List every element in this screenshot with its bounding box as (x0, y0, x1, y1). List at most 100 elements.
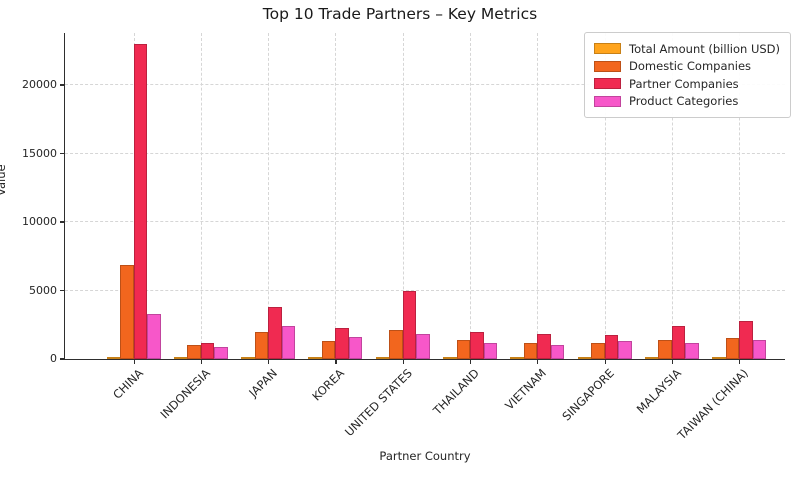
plot-area: 0 5000 10000 15000 20000 CHINA INDONESIA JAPAN K… (22, 33, 785, 442)
x-tick-mark (133, 360, 135, 364)
h-gridline (65, 289, 785, 291)
bar-indonesia-s1 (187, 345, 201, 359)
bar-singapore-s0 (577, 357, 592, 359)
legend-item: Product Categories (594, 93, 780, 111)
bar-japan-s2 (268, 306, 282, 359)
v-gridline (739, 33, 741, 359)
legend-label: Total Amount (billion USD) (629, 41, 780, 56)
bar-united-states-s2 (402, 290, 417, 359)
bar-united-states-s1 (389, 330, 403, 359)
y-tick-label: 5000 (29, 283, 57, 297)
x-tick-label: INDONESIA (157, 366, 213, 422)
bar-thailand-s3 (483, 342, 497, 359)
h-gridline (65, 84, 785, 86)
bar-vietnam-s1 (523, 343, 538, 359)
bar-china-s3 (147, 314, 161, 359)
bar-united-states-s0 (375, 357, 390, 359)
legend-swatch-icon (594, 60, 622, 72)
y-tick-mark (60, 358, 64, 360)
x-tick-mark (537, 360, 539, 364)
bar-thailand-s1 (456, 339, 470, 359)
bar-indonesia-s2 (200, 343, 215, 359)
y-tick-label: 20000 (22, 78, 57, 92)
bar-china-s2 (133, 43, 147, 359)
y-tick-mark (60, 84, 64, 86)
bar-korea-s1 (321, 341, 336, 359)
legend-item: Partner Companies (594, 75, 780, 93)
bar-indonesia-s3 (214, 347, 228, 359)
y-tick-mark (60, 152, 64, 155)
legend-swatch-icon (594, 95, 622, 107)
bar-singapore-s2 (604, 335, 619, 359)
bar-korea-s3 (348, 337, 363, 359)
x-tick-mark (739, 360, 741, 364)
y-axis-label: Value (0, 164, 8, 196)
legend-swatch-icon (594, 78, 622, 90)
y-tick-label: 15000 (22, 146, 57, 160)
y-axis-spine (64, 33, 66, 359)
x-axis-label: Partner Country (379, 449, 471, 463)
bar-malaysia-s0 (644, 357, 659, 359)
legend-swatch-icon (594, 43, 622, 55)
v-gridline (268, 33, 270, 359)
bar-japan-s1 (254, 331, 269, 359)
x-tick-mark (470, 360, 472, 364)
y-tick-mark (60, 221, 64, 223)
bar-taiwan-china-s3 (752, 339, 767, 359)
bar-taiwan-china-s1 (725, 338, 740, 359)
y-tick-mark (60, 289, 64, 292)
bar-thailand-s2 (470, 331, 484, 359)
v-gridline (335, 33, 337, 359)
bar-vietnam-s2 (537, 333, 551, 359)
bar-malaysia-s1 (658, 339, 672, 359)
x-tick-mark (268, 360, 270, 364)
bar-united-states-s3 (416, 334, 430, 359)
bar-thailand-s0 (443, 357, 457, 359)
legend: Total Amount (billion USD) Domestic Compa… (584, 32, 791, 118)
v-gridline (537, 33, 539, 359)
x-tick-label: VIETNAM (502, 366, 550, 413)
bar-japan-s3 (281, 326, 296, 359)
x-tick-label: TAIWAN (CHINA) (674, 366, 752, 443)
bar-vietnam-s0 (510, 357, 524, 359)
bar-vietnam-s3 (550, 345, 565, 359)
bar-indonesia-s0 (173, 357, 188, 359)
v-gridline (671, 33, 673, 359)
x-tick-label: MALAYSIA (633, 366, 684, 417)
chart-title: Top 10 Trade Partners – Key Metrics (262, 5, 538, 23)
y-tick-label: 0 (50, 352, 57, 365)
x-tick-mark (200, 360, 202, 364)
h-gridline (65, 221, 785, 223)
legend-item: Domestic Companies (594, 58, 780, 76)
x-axis-spine (64, 358, 785, 360)
x-tick-mark (402, 360, 404, 364)
x-tick-label: JAPAN (246, 366, 280, 400)
legend-label: Partner Companies (629, 76, 739, 91)
x-tick-label: THAILAND (430, 366, 482, 418)
v-gridline (470, 33, 471, 359)
x-tick-label: KOREA (309, 366, 348, 404)
v-gridline (604, 33, 606, 359)
x-tick-mark (335, 360, 337, 364)
legend-label: Domestic Companies (629, 59, 752, 74)
x-tick-mark (604, 360, 606, 364)
v-gridline (402, 33, 404, 359)
bar-taiwan-china-s0 (712, 357, 726, 359)
bar-singapore-s1 (591, 343, 605, 359)
bar-korea-s0 (308, 357, 322, 359)
figure: Top 10 Trade Partners – Key Metrics 0 500… (0, 5, 791, 463)
bar-singapore-s3 (618, 341, 632, 359)
x-tick-label: UNITED STATES (341, 366, 415, 439)
x-tick-label: CHINA (109, 366, 146, 402)
bar-malaysia-s2 (671, 326, 686, 359)
x-tick-label: SINGAPORE (558, 366, 617, 424)
y-tick-label: 10000 (22, 215, 57, 229)
bar-taiwan-china-s2 (739, 320, 753, 359)
legend-item: Total Amount (billion USD) (594, 40, 780, 58)
v-gridline (200, 33, 202, 359)
legend-label: Product Categories (629, 94, 739, 109)
bar-china-s0 (106, 356, 120, 359)
bar-korea-s2 (335, 328, 349, 359)
x-tick-mark (671, 360, 674, 364)
bar-china-s1 (120, 264, 134, 359)
